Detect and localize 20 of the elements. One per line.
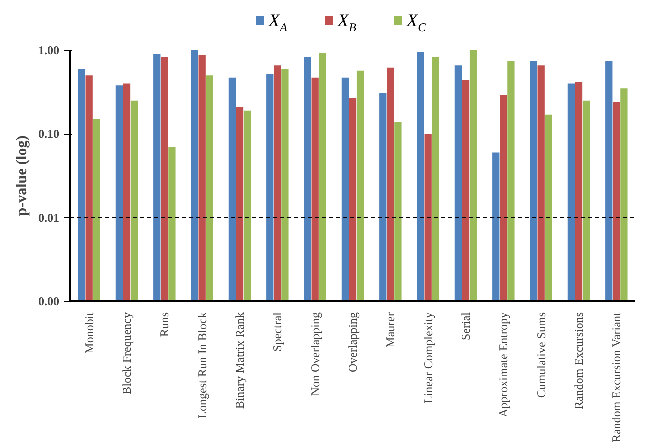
x-tick-label: Binary Matrix Rank xyxy=(233,312,247,410)
x-tick-label: Linear Complexity xyxy=(421,312,436,404)
x-tick-label: Monobit xyxy=(82,312,96,354)
x-tick-label: Random Excursions xyxy=(572,312,586,410)
y-tick-label: 0.00 xyxy=(38,294,60,308)
x-tick-label: Approximate Entropy xyxy=(496,312,511,418)
x-tick-label: Overlapping xyxy=(346,312,360,372)
x-tick-label: Random Excursion Variant xyxy=(610,312,624,442)
x-tick-label: Runs xyxy=(158,312,172,338)
x-tick-label: Longest Run In Block xyxy=(195,312,210,419)
x-tick-label: Serial xyxy=(459,312,473,340)
x-tick-label: Non Overlapping xyxy=(308,312,322,396)
x-tick-label: Block Frequency xyxy=(120,312,134,395)
y-tick-label: 0.01 xyxy=(38,210,60,225)
x-tick-label: Maurer xyxy=(384,312,398,348)
x-tick-label: Spectral xyxy=(270,312,285,352)
x-tick-label: Cumulative Sums xyxy=(534,312,548,398)
y-tick-label: 0.10 xyxy=(38,127,60,142)
y-tick-label: 1.00 xyxy=(38,44,60,58)
y-axis-title: p-value (log) xyxy=(14,136,30,216)
